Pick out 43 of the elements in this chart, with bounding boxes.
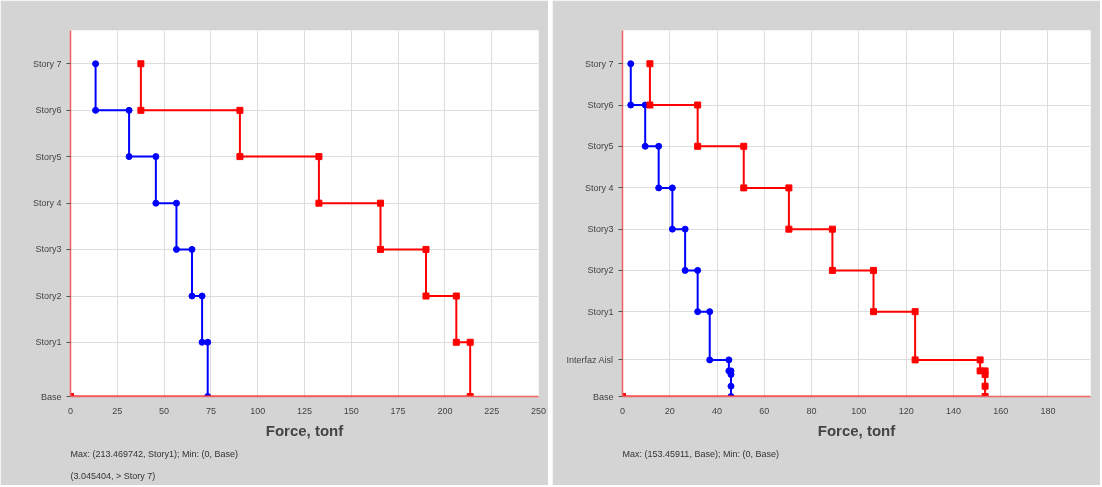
ref-line-label: Story2: [35, 291, 62, 302]
x-tick-label: 25: [112, 405, 123, 416]
text: Max: (213.469742, Story1); Min: (0, Base): [70, 448, 239, 459]
ref-line-label: Story2: [587, 265, 614, 276]
x-axis-title: Force, tonf: [817, 421, 897, 439]
x-tick-label: 160: [993, 405, 1009, 416]
ref-line-label: Story 4: [584, 182, 614, 193]
x-tick-label: 180: [1040, 405, 1056, 416]
x-tick-label: 225: [484, 405, 500, 416]
ref-line-label: Story1: [587, 306, 614, 317]
x-tick-label: 200: [437, 405, 453, 416]
ref-line-label: Story1: [35, 337, 62, 348]
ref-line-label: Base: [40, 391, 62, 402]
x-tick-label: 60: [759, 405, 770, 416]
x-tick-label: 0: [68, 405, 74, 416]
x-tick-label: 0: [620, 405, 626, 416]
x-tick-label: 175: [390, 405, 406, 416]
text: Max: (153.45911, Base); Min: (0, Base): [622, 448, 779, 459]
x-axis-title: Force, tonf: [265, 421, 345, 439]
ref-line-label: Story3: [35, 244, 62, 255]
ref-line-label: Story6: [35, 105, 62, 116]
ref-line-label: Story6: [587, 100, 614, 111]
ref-line-label: Story5: [35, 151, 62, 162]
x-tick-label: 100: [851, 405, 867, 416]
ref-line-label: Interfaz Aisl: [566, 354, 614, 365]
x-tick-label: 120: [898, 405, 914, 416]
ref-line-label: Story3: [587, 224, 614, 235]
x-tick-label: 75: [205, 405, 216, 416]
x-tick-label: 100: [250, 405, 266, 416]
x-tick-label: 150: [343, 405, 359, 416]
x-tick-label: 125: [296, 405, 313, 416]
ref-line-label: Story 7: [584, 58, 614, 69]
x-tick-label: 140: [945, 405, 961, 416]
x-tick-label: 250: [530, 405, 547, 416]
ref-line-label: Base: [592, 391, 614, 402]
ref-line-label: Story 4: [32, 198, 62, 209]
ref-line-label: Story5: [587, 141, 614, 152]
x-tick-label: 50: [159, 405, 170, 416]
x-tick-label: 20: [664, 405, 675, 416]
x-tick-label: 40: [712, 405, 723, 416]
ref-line-label: Story 7: [32, 58, 62, 69]
x-tick-label: 80: [806, 405, 817, 416]
text: (3.045404, > Story 7): [70, 470, 156, 481]
